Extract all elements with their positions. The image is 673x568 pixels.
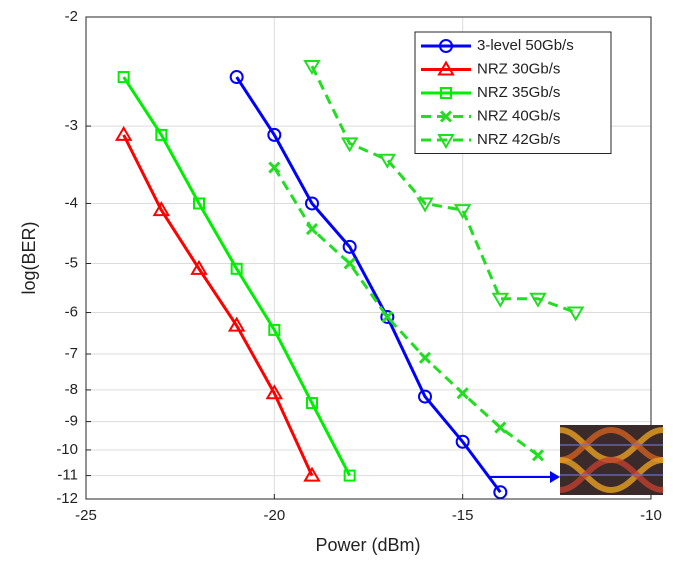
inset-arrowhead	[550, 471, 560, 483]
y-tick-label: -5	[65, 254, 78, 271]
legend-marker	[439, 110, 453, 123]
data-point	[494, 421, 507, 434]
eye-trace	[559, 456, 664, 493]
data-point	[380, 309, 395, 324]
series-layer	[114, 60, 585, 500]
data-point	[493, 485, 508, 500]
data-point	[117, 71, 130, 84]
x-tick-label: -20	[263, 507, 285, 524]
data-point	[418, 389, 432, 404]
y-tick-label: -12	[56, 490, 78, 507]
data-point	[342, 239, 357, 254]
data-point	[229, 70, 244, 85]
data-point	[418, 351, 432, 364]
y-tick-label: -2	[65, 8, 78, 25]
data-point	[305, 223, 319, 236]
legend-label: NRZ 30Gb/s	[477, 60, 560, 77]
data-point	[230, 262, 243, 275]
data-point	[193, 197, 205, 210]
y-tick-label: -11	[57, 467, 78, 484]
y-tick-label: -10	[56, 441, 78, 458]
data-point	[227, 316, 246, 332]
x-axis-label: Power (dBm)	[315, 535, 420, 555]
data-point	[381, 310, 394, 324]
x-tick-label: -15	[452, 507, 474, 524]
series-line	[235, 76, 502, 494]
data-point	[491, 292, 510, 308]
data-point	[566, 306, 585, 322]
legend-label: NRZ 40Gb/s	[477, 107, 560, 124]
y-tick-label: -4	[65, 194, 78, 211]
data-point	[305, 196, 319, 211]
y-tick-label: -9	[65, 413, 78, 430]
series-line	[122, 134, 314, 477]
data-point	[343, 469, 356, 482]
data-point	[152, 201, 171, 217]
plot-frame	[85, 16, 652, 500]
data-point	[306, 397, 318, 410]
series-line	[122, 76, 351, 477]
data-point	[267, 127, 282, 142]
data-point	[268, 323, 281, 336]
legend-label: 3-level 50Gb/s	[477, 37, 574, 54]
x-tick-label: -10	[640, 507, 662, 524]
data-point	[114, 125, 133, 141]
data-point	[455, 434, 470, 449]
data-point	[155, 128, 168, 141]
legend-label: NRZ 35Gb/s	[477, 84, 560, 101]
data-point	[265, 384, 284, 400]
series-line	[273, 166, 539, 457]
legend-marker	[437, 134, 455, 149]
data-point	[378, 153, 397, 169]
legend: 3-level 50Gb/s NRZ 30Gb/s NRZ 35Gb/s NRZ 40…	[414, 31, 612, 154]
data-point	[268, 161, 281, 174]
data-point	[303, 60, 321, 76]
data-point	[529, 292, 547, 308]
legend-marker	[439, 39, 453, 53]
data-point	[416, 197, 434, 213]
data-point	[531, 449, 545, 462]
data-point	[340, 137, 359, 153]
eye-trace	[559, 426, 664, 463]
data-point	[343, 257, 356, 270]
legend-marker	[440, 87, 452, 99]
y-tick-label: -8	[65, 381, 78, 398]
y-tick-label: -3	[65, 117, 78, 134]
x-tick-label: -25	[75, 507, 97, 524]
eye-trace	[559, 457, 664, 494]
y-tick-label: -6	[65, 304, 78, 321]
data-point	[453, 204, 472, 220]
data-point	[303, 466, 321, 482]
y-axis-label: log(BER)	[19, 221, 39, 294]
data-point	[190, 259, 208, 275]
data-point	[456, 387, 469, 400]
eye-diagram-inset	[490, 425, 664, 495]
legend-marker	[437, 60, 455, 76]
legend-label: NRZ 42Gb/s	[477, 131, 560, 148]
y-tick-label: -7	[65, 345, 78, 362]
